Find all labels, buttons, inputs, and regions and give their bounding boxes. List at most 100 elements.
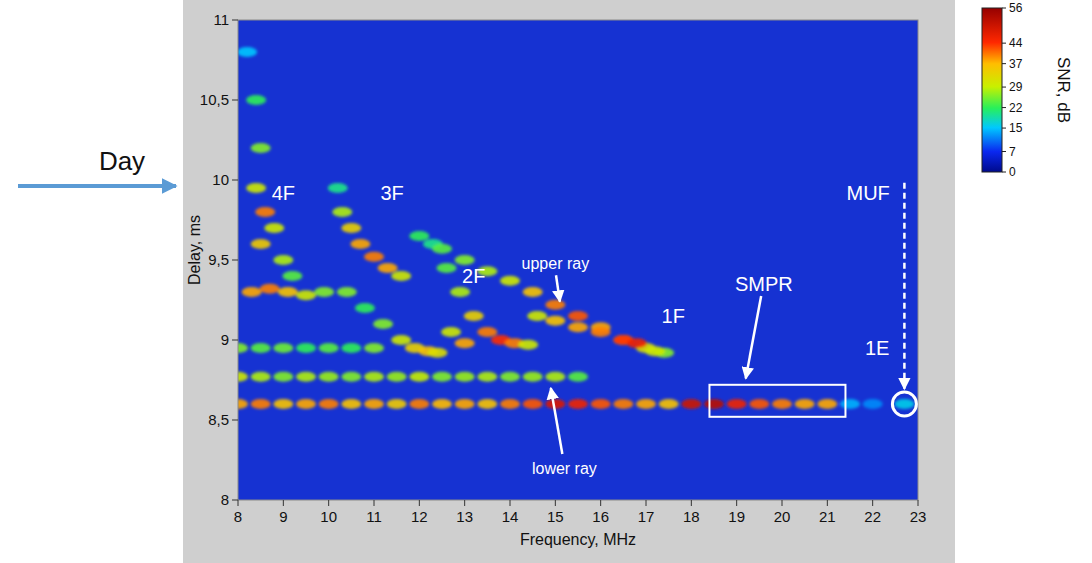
annotation-label: SMPR [735,273,793,295]
echo-cell [659,399,679,409]
annotation-label: 2F [462,265,485,287]
x-tick-label: 16 [592,508,609,525]
y-tick [232,180,238,181]
echo-cell [251,343,271,353]
annotation-arrow [556,275,560,301]
echo-cell [527,311,547,321]
x-tick-label: 9 [279,508,287,525]
y-tick-label: 9 [221,331,229,348]
echo-cell [337,287,357,297]
echo-cell [523,287,543,297]
annotation-label: MUF [846,182,889,204]
x-tick-label: 12 [411,508,428,525]
echo-cell [341,343,361,353]
echo-cell [373,319,393,329]
echo-cell [251,399,271,409]
echo-cell [242,287,262,297]
annotation-label: 1F [662,305,685,327]
echo-cell [523,372,543,382]
echo-cell [613,399,633,409]
x-tick [872,500,873,506]
y-tick-label: 8,5 [208,411,229,428]
echo-cell [255,207,275,217]
annotation-label: 3F [380,182,403,204]
echo-cell [296,399,316,409]
echo-cell [364,252,384,262]
x-tick [691,500,692,506]
echo-cell [437,263,457,273]
echo-cell [238,372,248,382]
y-tick-label: 10 [212,171,229,188]
echo-cell [427,348,447,358]
colorbar-tick [1002,87,1006,88]
x-tick-label: 18 [683,508,700,525]
echo-cell [246,95,266,105]
echo-cell [296,372,316,382]
echo-cell [251,372,271,382]
annotation-arrow [903,183,906,389]
colorbar-tick [1002,151,1006,152]
colorbar-tick [1002,8,1006,9]
plot-background [238,20,918,500]
annotation-circle [892,392,916,416]
echo-cell [817,399,837,409]
echo-cell [238,343,248,353]
echo-cell [282,271,302,281]
echo-cell [273,255,293,265]
echo-cell [568,372,588,382]
echo-cell [863,399,883,409]
echo-cell [568,311,588,321]
x-tick-label: 8 [234,508,242,525]
annotation-label: 1E [865,337,889,359]
annotation-label: 4F [272,182,295,204]
x-tick-label: 23 [910,508,927,525]
y-tick-label: 11 [213,11,229,28]
echo-cell [409,372,429,382]
annotations: 4F3F2F1Fupper raylower raySMPR1EMUF [272,182,917,477]
x-tick-label: 14 [502,508,519,525]
x-tick [419,500,420,506]
x-tick [328,500,329,506]
x-tick [827,500,828,506]
annotation-arrow [746,296,761,378]
echo-cell [238,399,248,409]
echo-cell [264,223,284,233]
echo-cell [545,372,565,382]
x-tick-label: 21 [819,508,836,525]
echo-cell [500,399,520,409]
echo-cell [464,311,484,321]
x-tick [600,500,601,506]
echo-cell [378,263,398,273]
echo-cell [251,239,271,249]
echo-cell [455,372,475,382]
colorbar-tick-label: 37 [1009,57,1023,71]
echo-cell [350,239,370,249]
echo-cell [568,322,588,332]
echo-cell [591,327,611,337]
echo-cell [319,372,339,382]
echo-cell [645,346,665,356]
echo-cell [355,303,375,313]
annotation-arrow [551,388,563,454]
colorbar-tick [1002,63,1006,64]
echo-cell [840,399,860,409]
x-tick-label: 17 [638,508,655,525]
colorbar-tick-label: 0 [1009,165,1016,179]
echo-cell [341,223,361,233]
y-tick [232,420,238,421]
y-tick [232,260,238,261]
echo-cell [636,399,656,409]
colorbar-tick-label: 29 [1009,80,1023,94]
colorbar-tick [1002,128,1006,129]
y-axis-title: Delay, ms [186,215,203,285]
x-tick [918,500,919,506]
echo-cell [450,287,470,297]
echo-cell [260,284,280,294]
echo-cell [477,399,497,409]
echo-cell [273,399,293,409]
echo-cell [455,399,475,409]
x-tick [736,500,737,506]
x-tick-label: 22 [864,508,881,525]
echo-cell [332,207,352,217]
echo-cell [795,399,815,409]
